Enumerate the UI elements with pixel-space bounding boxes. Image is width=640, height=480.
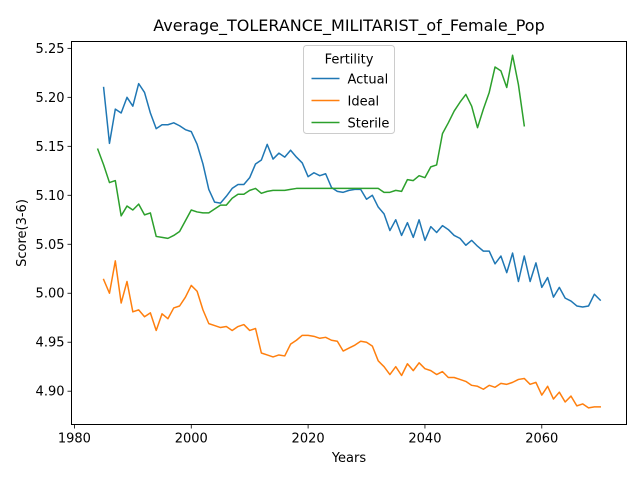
x-tick-label: 2040 [408,432,441,447]
y-axis-ticks: 4.90 4.95 5.00 5.05 5.10 5.15 5.20 5.25 [36,42,72,400]
chart-title: Average_TOLERANCE_MILITARIST_of_Female_P… [153,16,544,36]
x-tick-label: 2020 [292,432,325,447]
y-tick-label: 5.15 [36,140,65,155]
plot-frame [71,41,627,425]
plot-area [96,54,602,409]
y-tick-label: 5.05 [36,238,65,253]
legend-title: Fertility [325,53,374,68]
series-line-actual [102,82,602,308]
y-tick-label: 4.90 [36,385,65,400]
y-tick-label: 5.00 [36,287,65,302]
legend-label-ideal: Ideal [348,95,380,110]
x-tick-label: 2060 [525,432,558,447]
legend-box [303,45,395,134]
y-tick-label: 5.20 [36,91,65,106]
x-axis-ticks: 1980 2000 2020 2040 2060 [58,424,558,447]
y-tick-label: 5.10 [36,189,65,204]
y-axis-title: Score(3-6) [15,199,30,267]
legend-label-sterile: Sterile [348,117,390,132]
series-line-sterile [96,54,526,240]
series-line-ideal [102,260,601,409]
y-tick-label: 5.25 [36,42,65,57]
x-axis-title: Years [331,451,367,466]
x-tick-label: 1980 [58,432,91,447]
legend: Fertility Actual Ideal Sterile [303,45,395,134]
legend-label-actual: Actual [348,73,389,88]
y-tick-label: 4.95 [36,336,65,351]
x-tick-label: 2000 [175,432,208,447]
